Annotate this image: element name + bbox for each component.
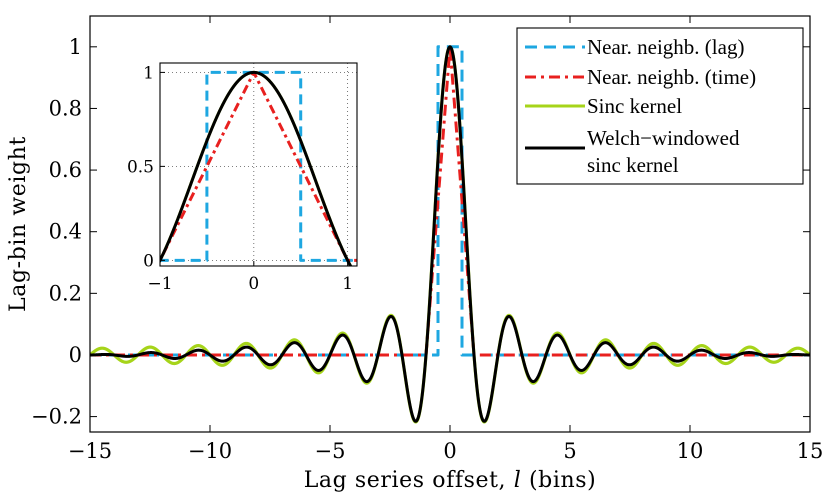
inset-frame	[159, 62, 358, 267]
legend-label-welch-sinc: Welch−windowed	[587, 126, 740, 150]
legend-label-rect: Near. neighb. (lag)	[587, 35, 744, 59]
x-axis-label-var: l	[514, 468, 522, 493]
legend: Near. neighb. (lag) Near. neighb. (time) S…	[516, 27, 804, 185]
main-y-tick-label: 0.2	[49, 281, 82, 305]
x-axis-label: Lag series offset, l (bins)	[304, 468, 597, 493]
inset-series	[160, 70, 357, 266]
main-y-tick-label: 0	[69, 343, 82, 367]
main-x-tick-label: −5	[315, 439, 346, 463]
main-series-triangle	[90, 45, 810, 357]
main-y-tick-label: 1	[69, 35, 82, 59]
main-series-welch-sinc	[90, 45, 810, 423]
main-x-tick-label: 10	[677, 439, 704, 463]
main-y-tick-label: 0.6	[49, 158, 82, 182]
main-x-tick-label: 15	[797, 439, 824, 463]
main-x-tick-label: 0	[443, 439, 456, 463]
inset-plot-area	[160, 63, 357, 266]
inset-y-tick-label: 0	[143, 251, 154, 271]
inset-x-tick-label: −1	[147, 274, 172, 294]
main-y-tick-label: −0.2	[31, 405, 82, 429]
main-y-tick-label: 0.4	[49, 220, 82, 244]
x-axis-label-unit: (bins)	[521, 468, 596, 493]
main-x-tick-label: 5	[563, 439, 576, 463]
legend-label-sinc: Sinc kernel	[587, 94, 682, 118]
y-axis-label: Lag-bin weight	[6, 136, 31, 312]
legend-label-welch-sinc: sinc kernel	[587, 153, 679, 177]
inset-x-tick-label: 1	[342, 274, 353, 294]
inset-plot: −1 0 1 0 0.5 1	[127, 62, 358, 294]
inset-y-tick-label: 1	[143, 63, 154, 83]
main-x-tick-label: −15	[68, 439, 112, 463]
inset-x-tick-label: 0	[248, 274, 259, 294]
inset-y-tick-label: 0.5	[127, 157, 154, 177]
main-y-tick-label: 0.8	[49, 96, 82, 120]
legend-label-triangle: Near. neighb. (time)	[587, 65, 756, 89]
main-series	[90, 45, 810, 424]
x-axis-label-text: Lag series offset,	[304, 468, 514, 493]
inset-series-welch-sinc	[160, 70, 353, 266]
main-x-tick-label: −10	[188, 439, 232, 463]
